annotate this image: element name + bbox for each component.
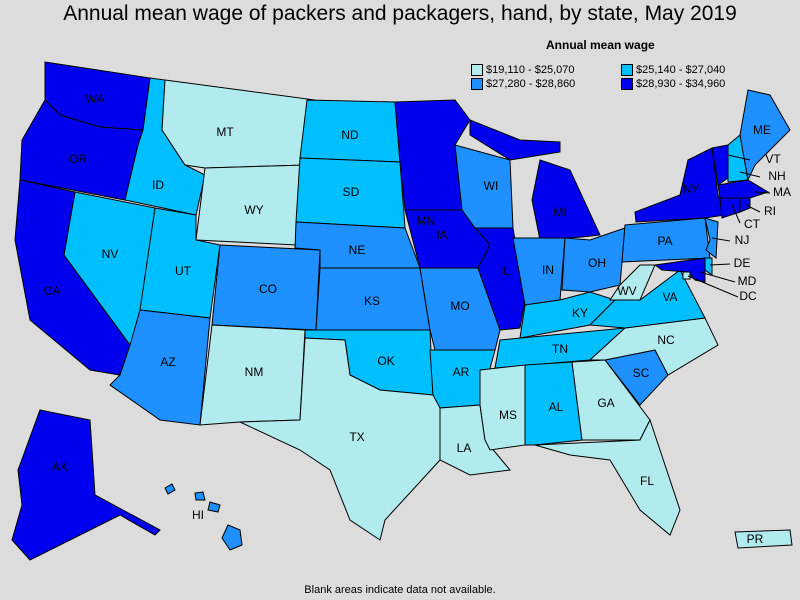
state-label-id: ID	[152, 178, 164, 192]
state-label-va: VA	[662, 290, 677, 304]
legend-item: $19,110 - $25,070	[471, 64, 574, 76]
state-label-in: IN	[542, 263, 554, 277]
state-tx[interactable]	[239, 337, 441, 541]
state-label-nh: NH	[768, 169, 785, 183]
legend-label: $27,280 - $28,860	[486, 78, 576, 90]
legend-swatch-2	[621, 64, 633, 76]
leader-md	[699, 271, 736, 283]
state-hi-2[interactable]	[194, 491, 206, 501]
state-label-tn: TN	[552, 342, 568, 356]
state-label-ct: CT	[744, 217, 761, 231]
state-label-ny: NY	[683, 182, 700, 196]
state-label-mt: MT	[216, 125, 234, 139]
state-label-oh: OH	[588, 256, 606, 270]
state-label-me: ME	[753, 123, 771, 137]
state-hi-3[interactable]	[207, 501, 221, 513]
leader-dc	[687, 275, 739, 298]
state-label-sc: SC	[633, 366, 650, 380]
state-al[interactable]	[524, 361, 583, 446]
state-label-wv: WV	[617, 284, 636, 298]
state-fl[interactable]	[534, 418, 681, 536]
state-nj[interactable]	[704, 217, 719, 259]
state-label-tx: TX	[349, 430, 364, 444]
map-title: Annual mean wage of packers and packager…	[63, 2, 737, 25]
state-label-wy: WY	[244, 203, 263, 217]
legend-item: $27,280 - $28,860	[471, 78, 575, 90]
state-label-nm: NM	[245, 365, 264, 379]
state-mi[interactable]	[531, 159, 601, 241]
state-label-mi: MI	[553, 205, 566, 219]
state-label-vt: VT	[765, 152, 781, 166]
state-az[interactable]	[109, 309, 211, 426]
state-ma[interactable]	[717, 179, 770, 199]
state-mi-up[interactable]	[469, 119, 561, 161]
leader-ct	[731, 204, 741, 224]
state-label-ga: GA	[597, 396, 614, 410]
state-label-de: DE	[734, 256, 751, 270]
state-label-ut: UT	[175, 264, 192, 278]
state-label-dc: DC	[739, 289, 757, 303]
legend-swatch-1	[471, 64, 483, 76]
state-label-ma: MA	[773, 185, 791, 199]
legend-item: $25,140 - $27,040	[621, 64, 725, 76]
state-label-ar: AR	[453, 365, 470, 379]
state-label-fl: FL	[640, 474, 654, 488]
leader-de	[709, 263, 731, 266]
state-hi-1[interactable]	[164, 483, 176, 495]
state-wv[interactable]	[609, 264, 656, 301]
legend-swatch-3	[471, 78, 483, 90]
state-de[interactable]	[704, 257, 713, 276]
state-label-ms: MS	[499, 408, 517, 422]
state-label-ak: AK	[52, 460, 68, 474]
state-label-md: MD	[738, 274, 757, 288]
state-ny[interactable]	[634, 147, 726, 223]
leader-vt	[727, 154, 751, 161]
state-label-nv: NV	[102, 247, 119, 261]
state-label-hi: HI	[192, 508, 204, 522]
state-label-il: IL	[500, 264, 510, 278]
state-label-mo: MO	[450, 299, 469, 313]
legend-label: $19,110 - $25,070	[486, 64, 575, 76]
state-label-al: AL	[549, 400, 564, 414]
state-hi-4[interactable]	[221, 524, 243, 551]
state-pr[interactable]	[734, 529, 793, 549]
state-label-or: OR	[69, 152, 87, 166]
leader-ri	[745, 204, 761, 213]
state-ri[interactable]	[739, 197, 751, 213]
legend-swatch-4	[621, 78, 633, 90]
state-label-ky: KY	[572, 306, 588, 320]
state-label-pr: PR	[747, 532, 764, 546]
state-mt[interactable]	[161, 79, 316, 169]
state-label-nc: NC	[657, 333, 675, 347]
state-label-ri: RI	[764, 204, 776, 218]
state-label-ia: IA	[436, 228, 447, 242]
state-ct[interactable]	[719, 197, 741, 219]
state-label-ne: NE	[349, 243, 366, 257]
legend-title: Annual mean wage	[546, 38, 655, 52]
state-label-pa: PA	[657, 234, 672, 248]
state-label-ok: OK	[377, 354, 394, 368]
legend-item: $28,930 - $34,960	[621, 78, 725, 90]
state-dc[interactable]	[682, 271, 691, 280]
state-label-nd: ND	[341, 128, 359, 142]
state-label-co: CO	[259, 282, 277, 296]
legend-label: $25,140 - $27,040	[636, 64, 726, 76]
state-md[interactable]	[653, 257, 706, 283]
state-label-wi: WI	[484, 179, 499, 193]
state-ak[interactable]	[11, 409, 161, 561]
footnote: Blank areas indicate data not available.	[304, 584, 496, 596]
state-label-mn: MN	[417, 214, 436, 228]
state-label-wa: WA	[86, 92, 105, 106]
state-label-nj: NJ	[735, 233, 750, 247]
state-label-sd: SD	[343, 185, 360, 199]
state-label-la: LA	[457, 441, 472, 455]
state-label-ks: KS	[364, 294, 380, 308]
leader-nj	[711, 237, 731, 242]
leader-nh	[739, 171, 761, 178]
legend-label: $28,930 - $34,960	[636, 78, 726, 90]
leader-ma	[754, 191, 771, 194]
state-label-az: AZ	[160, 355, 175, 369]
state-label-ca: CA	[44, 284, 61, 298]
